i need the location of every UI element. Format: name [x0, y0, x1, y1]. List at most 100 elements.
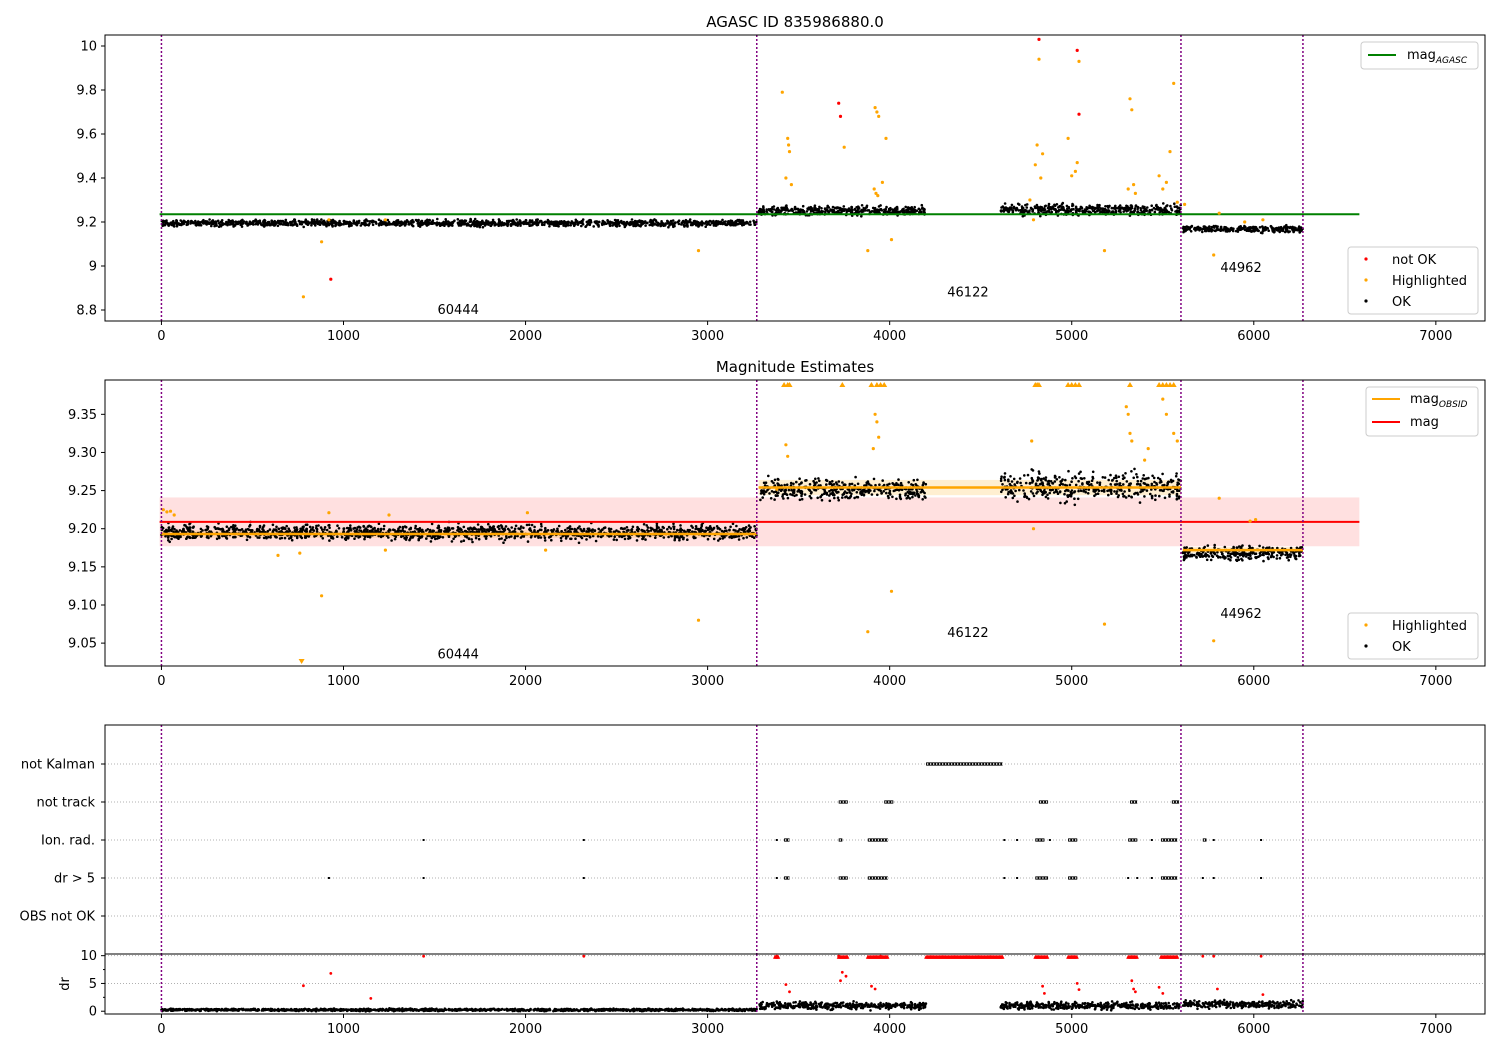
estimates-ok-point: [245, 538, 249, 542]
estimates-ok-point: [487, 522, 490, 526]
agasc-ok-point: [615, 221, 618, 225]
agasc-ok-point: [1258, 226, 1262, 229]
agasc-xtick-label-3: 3000: [691, 329, 724, 344]
agasc-xtick-label-4: 4000: [873, 329, 906, 344]
estimates-ok-point: [1011, 496, 1015, 500]
estimates-ok-point: [640, 528, 643, 532]
estimates-ok-point: [813, 481, 816, 485]
agasc-ok-point: [663, 223, 667, 227]
agasc-ok-point: [473, 217, 477, 221]
agasc-ok-point: [1110, 206, 1114, 210]
estimates-ok-point: [340, 535, 344, 539]
estimates-ok-point: [868, 483, 871, 486]
estimates-ok-point: [205, 536, 209, 539]
estimates-ok-point: [224, 536, 228, 539]
estimates-ok-point: [907, 481, 910, 484]
agasc-ok-point: [374, 220, 377, 224]
estimates-ok-point: [630, 528, 633, 532]
estimates-ok-point: [1073, 503, 1077, 507]
agasc-ok-point: [862, 210, 865, 213]
agasc-ok-point: [588, 223, 592, 227]
agasc-ok-point: [910, 210, 914, 213]
agasc-ok-point: [372, 219, 375, 223]
estimates-ok-point: [741, 527, 745, 530]
estimates-ok-point: [694, 536, 697, 540]
agasc-ok-point: [1254, 227, 1258, 230]
agasc-ok-point: [310, 218, 314, 221]
agasc-ok-point: [1173, 202, 1176, 205]
agasc-ok-point: [354, 221, 358, 225]
agasc-ok-point: [538, 221, 541, 224]
agasc-highlighted-point-1: [320, 240, 324, 244]
estimates-ok-point: [362, 525, 366, 528]
agasc-ok-point: [690, 221, 694, 225]
estimates-ok-point: [895, 497, 898, 501]
agasc-ok-point: [1071, 202, 1074, 206]
estimates-ok-point: [323, 528, 326, 531]
estimates-ok-point: [424, 529, 428, 532]
agasc-ok-point: [1081, 209, 1084, 213]
estimates-ok-point: [1151, 474, 1154, 478]
estimates-ok-point: [897, 483, 900, 487]
estimates-ok-point: [460, 540, 463, 543]
agasc-ok-point: [666, 221, 669, 224]
estimates-ok-point: [1019, 481, 1022, 485]
estimates-ok-point: [462, 539, 466, 542]
estimates-ok-point: [662, 536, 666, 539]
agasc-ok-point: [1164, 207, 1167, 211]
agasc-ok-point: [1108, 204, 1111, 208]
agasc-ok-point: [546, 218, 550, 222]
agasc-ok-point: [1083, 208, 1087, 212]
estimates-ok-point: [215, 537, 219, 541]
agasc-ok-point: [423, 221, 427, 224]
agasc-highlighted-point-7: [786, 136, 790, 140]
estimates-ok-point: [1268, 546, 1271, 549]
agasc-ok-point: [884, 207, 887, 211]
estimates-ok-point: [834, 481, 838, 484]
estimates-ok-point: [232, 524, 235, 527]
agasc-ok-point: [1193, 226, 1197, 230]
agasc-ok-point: [1237, 227, 1240, 230]
agasc-ok-point: [232, 220, 235, 224]
agasc-ok-point: [261, 223, 264, 227]
estimates-ok-point: [1053, 476, 1057, 479]
agasc-ok-point: [443, 222, 447, 226]
estimates-ok-point: [374, 529, 377, 532]
agasc-ok-point: [456, 221, 460, 225]
estimates-ok-point: [550, 529, 553, 532]
agasc-ok-point: [315, 218, 319, 221]
estimates-ok-point: [1001, 488, 1004, 492]
agasc-ok-point: [889, 206, 892, 210]
estimates-ok-point: [336, 535, 339, 538]
agasc-ok-point: [640, 223, 643, 227]
estimates-ok-point: [1074, 483, 1078, 487]
agasc-highlighted-point-26: [1041, 152, 1045, 156]
estimates-ok-point: [760, 489, 763, 493]
agasc-ok-point: [520, 221, 523, 225]
agasc-ok-point: [229, 220, 232, 224]
estimates-ok-point: [342, 527, 346, 530]
estimates-ok-point: [368, 530, 372, 534]
agasc-ok-point: [199, 221, 203, 224]
estimates-ok-point: [706, 537, 710, 541]
estimates-ok-point: [828, 499, 832, 503]
estimates-ok-point: [1158, 489, 1162, 492]
agasc-ok-point: [671, 219, 675, 222]
estimates-ok-point: [1088, 483, 1091, 487]
agasc-ok-point: [831, 208, 835, 212]
estimates-ok-point: [646, 526, 650, 529]
agasc-ok-point: [1126, 209, 1130, 212]
agasc-ok-point: [753, 221, 756, 224]
estimates-ok-point: [1090, 479, 1094, 483]
estimates-ok-point: [474, 536, 478, 540]
agasc-highlighted-point-0: [301, 295, 305, 299]
agasc-ok-point: [1201, 230, 1204, 234]
estimates-ok-point: [865, 489, 868, 493]
estimates-ok-point: [387, 536, 390, 539]
estimates-ok-point: [1091, 470, 1095, 474]
agasc-ok-point: [444, 220, 448, 223]
estimates-ok-point: [570, 527, 574, 531]
estimates-ok-point: [1031, 492, 1035, 495]
estimates-ok-point: [1133, 467, 1136, 471]
estimates-ok-point: [170, 528, 173, 532]
